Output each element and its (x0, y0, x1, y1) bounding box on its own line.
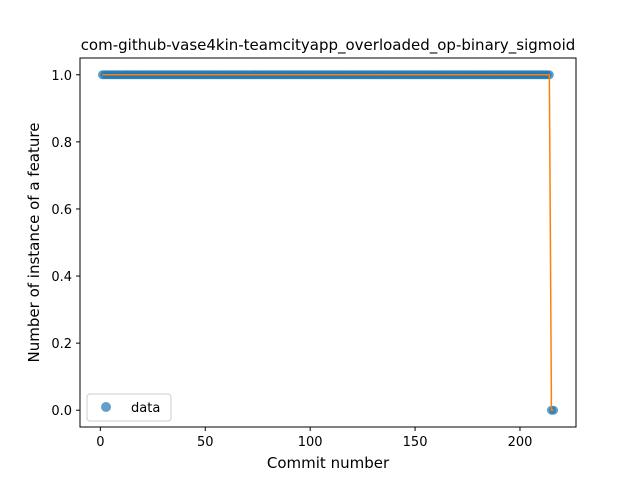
legend-label-data: data (131, 401, 160, 416)
fit-line-group (102, 74, 554, 411)
x-axis-ticks: 0 50 100 150 200 (96, 427, 532, 450)
legend-marker-data (101, 402, 111, 412)
y-tick-label: 0.2 (51, 337, 72, 352)
y-tick-label: 0.8 (51, 136, 72, 151)
legend-box (86, 393, 172, 422)
x-tick-label: 150 (403, 435, 428, 450)
x-tick-label: 100 (298, 435, 323, 450)
y-tick-label: 1.0 (51, 69, 72, 84)
x-tick-label: 50 (197, 435, 214, 450)
x-tick-label: 200 (508, 435, 533, 450)
y-tick-label: 0.6 (51, 203, 72, 218)
chart-title: com-github-vase4kin-teamcityapp_overload… (81, 36, 576, 55)
y-tick-label: 0.4 (51, 270, 72, 285)
plot-background (80, 58, 576, 427)
legend: data (86, 393, 172, 422)
series-line (102, 74, 554, 411)
x-axis-label: Commit number (267, 454, 390, 472)
y-axis-label: Number of instance of a feature (25, 123, 43, 363)
y-axis-ticks: 0.0 0.2 0.4 0.6 0.8 1.0 (51, 69, 80, 419)
x-tick-label: 0 (96, 435, 104, 450)
plot-frame (79, 57, 577, 428)
y-tick-label: 0.0 (51, 404, 72, 419)
